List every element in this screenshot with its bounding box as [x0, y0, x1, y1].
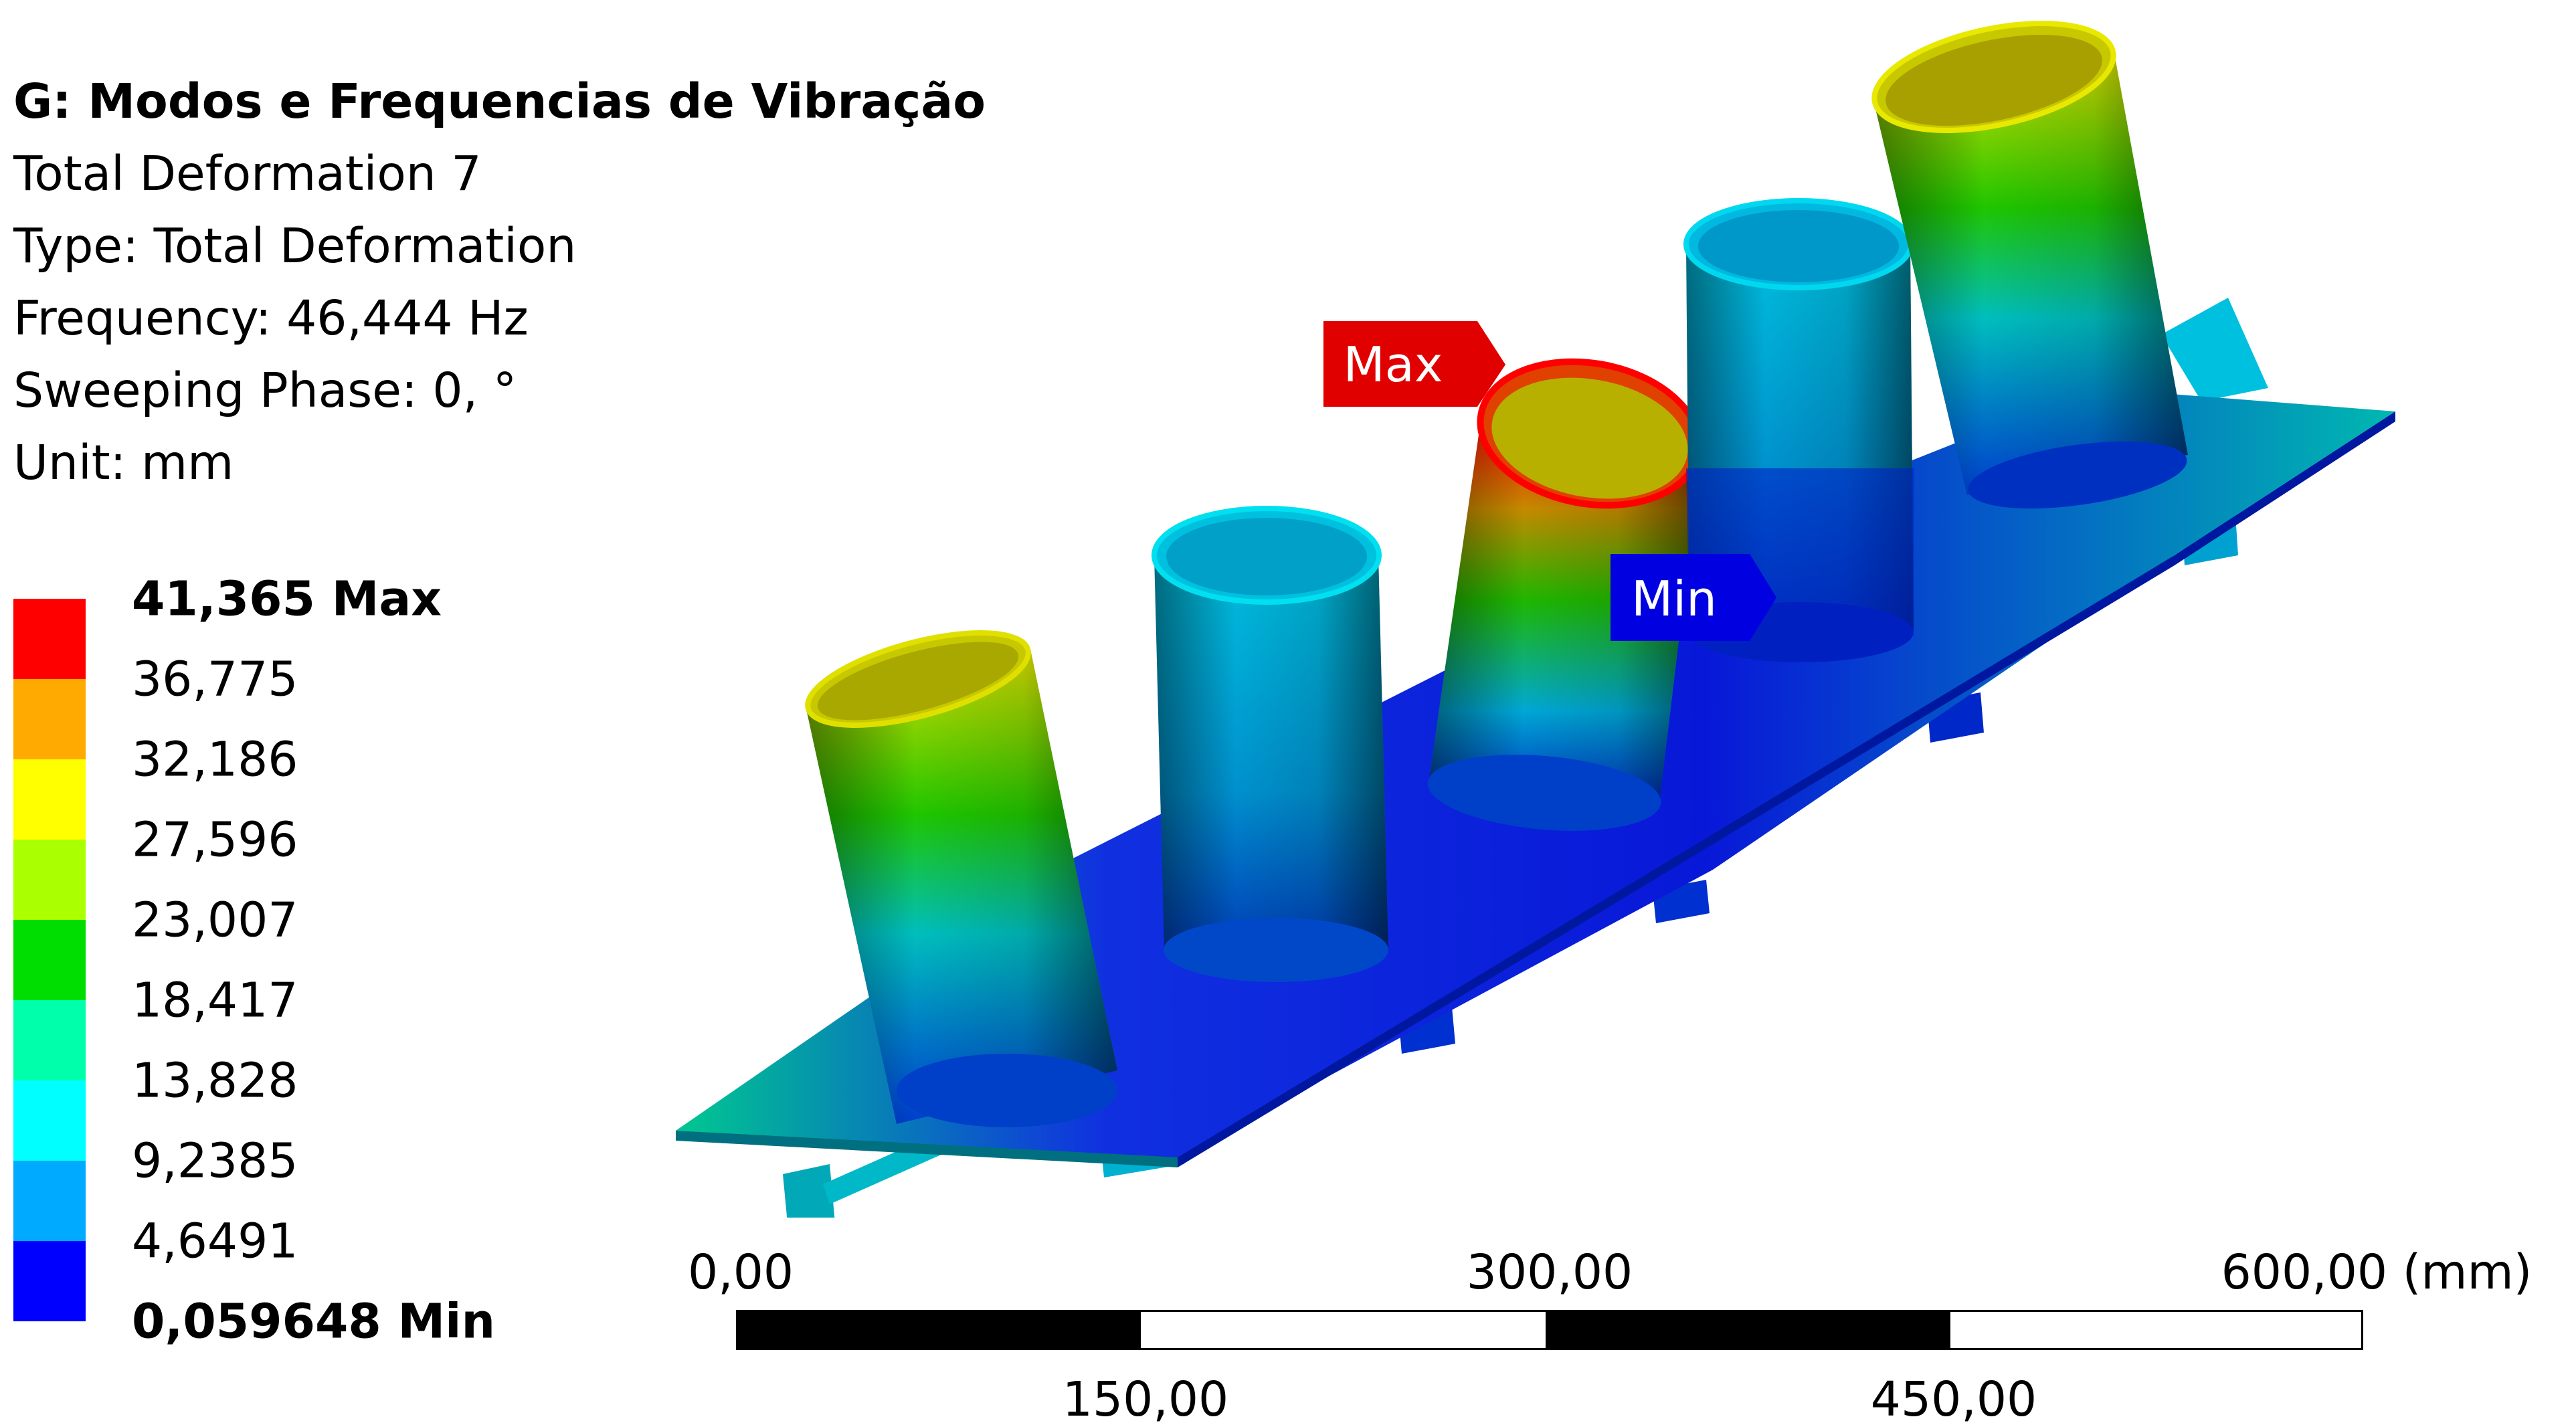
scale-label-450: 450,00 — [1870, 1371, 2037, 1427]
legend-value-min: 0,059648 Min — [132, 1293, 496, 1349]
scale-segment-black — [1546, 1312, 1950, 1348]
min-probe[interactable]: Min — [1611, 554, 1776, 641]
cylinder-5 — [1871, 21, 2188, 509]
legend-swatch-4 — [13, 840, 86, 920]
legend-swatch-5 — [13, 920, 86, 1000]
legend-swatch-2 — [13, 679, 86, 759]
min-probe-label: Min — [1631, 571, 1717, 627]
legend-value: 32,186 — [132, 731, 298, 787]
legend-swatch-1 — [13, 599, 86, 679]
scale-label-300: 300,00 — [1466, 1244, 1633, 1300]
base-plate-edge — [1178, 411, 2395, 1167]
max-probe[interactable]: Max — [1323, 321, 1505, 407]
legend-value: 18,417 — [132, 972, 298, 1028]
legend-swatch-9 — [13, 1241, 86, 1321]
result-name: Total Deformation 7 — [13, 146, 482, 201]
result-frequency: Frequency: 46,444 Hz — [13, 290, 529, 346]
cylinder-3-max — [1427, 358, 1703, 831]
legend-value: 36,775 — [132, 651, 298, 707]
result-sweeping-phase: Sweeping Phase: 0, ° — [13, 363, 517, 418]
legend-value: 23,007 — [132, 892, 298, 948]
legend-value-max: 41,365 Max — [132, 571, 442, 627]
scale-label-0: 0,00 — [687, 1244, 794, 1300]
legend-swatch-3 — [13, 759, 86, 840]
legend-swatch-8 — [13, 1161, 86, 1241]
cylinder-2 — [1152, 506, 1388, 982]
legend-swatch-7 — [13, 1080, 86, 1161]
scale-bar: 0,00 300,00 600,00 (mm) 150,00 450,00 — [688, 1244, 2532, 1427]
model-viewport[interactable]: Max Min — [656, 13, 2576, 1244]
scale-segment-white — [1950, 1312, 2360, 1348]
right-end-support — [2161, 298, 2268, 401]
result-unit: Unit: mm — [13, 435, 234, 490]
legend-value: 9,2385 — [132, 1133, 298, 1189]
legend-swatch-6 — [13, 1000, 86, 1080]
deformed-model: Max Min — [676, 21, 2395, 1244]
legend-value: 13,828 — [132, 1052, 298, 1109]
scale-segment-white — [1141, 1312, 1546, 1348]
result-info: G: Modos e Frequencias de Vibração Total… — [13, 66, 986, 499]
scale-label-600: 600,00 (mm) — [2221, 1244, 2533, 1300]
legend-value: 4,6491 — [132, 1213, 298, 1269]
cylinder-1 — [805, 630, 1117, 1127]
analysis-title: G: Modos e Frequencias de Vibração — [13, 74, 986, 129]
cylinder-4-min — [1683, 198, 1914, 662]
result-type: Type: Total Deformation — [13, 218, 577, 274]
scale-label-150: 150,00 — [1062, 1371, 1229, 1427]
legend-value: 27,596 — [132, 812, 298, 868]
max-probe-label: Max — [1344, 337, 1443, 393]
base-plate-edge — [676, 1131, 1178, 1167]
scale-segment-black — [736, 1312, 1141, 1348]
